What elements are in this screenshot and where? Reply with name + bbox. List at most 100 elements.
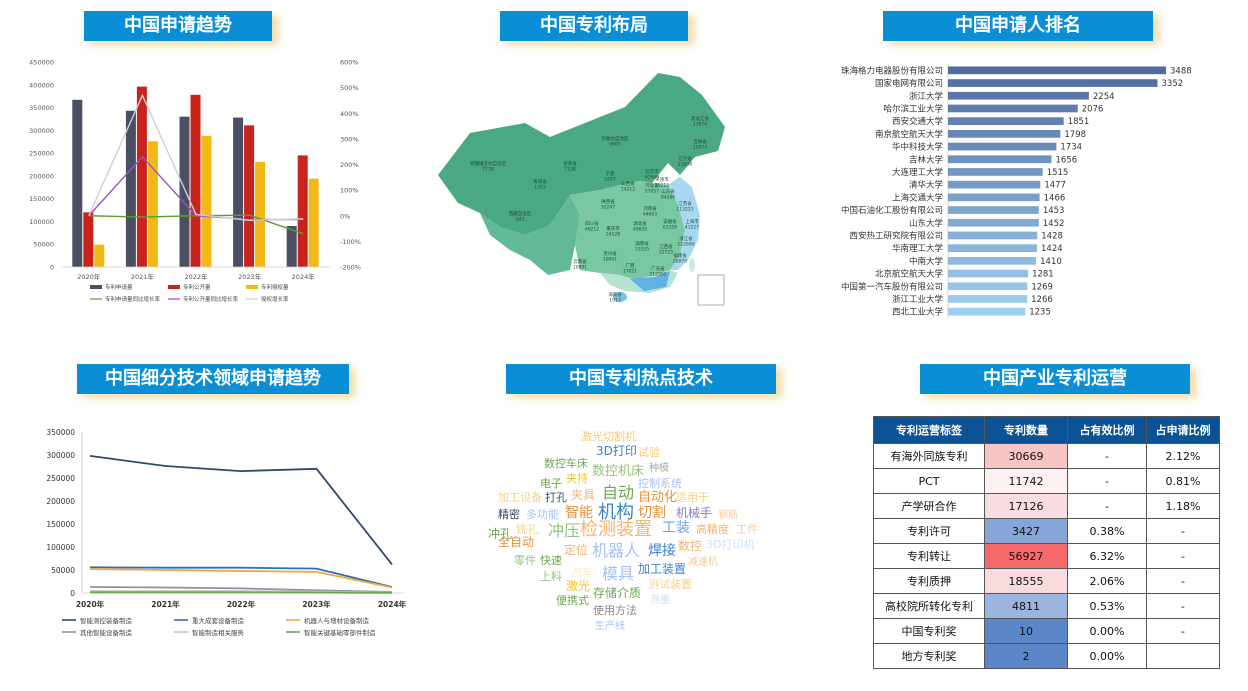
y-tick-label: 350000: [46, 428, 75, 437]
wordcloud-term: 高精度: [696, 523, 729, 536]
map-region-name: 四川省: [585, 220, 599, 227]
wordcloud-term: 夹持: [566, 472, 588, 485]
legend-swatch: [90, 285, 102, 289]
map-east-coast-region: [668, 177, 700, 270]
y2-tick-label: 100%: [340, 187, 359, 195]
bar: [255, 161, 266, 267]
rank-bar: [948, 282, 1028, 291]
x-tick-label: 2022年: [184, 272, 208, 281]
rank-value-label: 1269: [1031, 282, 1053, 292]
wordcloud-term: 精密: [498, 508, 520, 521]
wordcloud-term: 激光: [566, 579, 591, 593]
ops-table-row: 有海外同族专利 30669-2.12%: [873, 443, 1220, 469]
ops-cell-valid-ratio: 0.00%: [1067, 618, 1147, 644]
map-region-name: 天津市: [655, 176, 669, 183]
y-tick-label: 50000: [51, 566, 75, 575]
rank-category-label: 西北工业大学: [892, 307, 944, 318]
bar: [297, 155, 308, 267]
ops-cell-apply-ratio: -: [1146, 543, 1220, 569]
ops-cell-count: 17126: [984, 493, 1068, 519]
map-region-name: 广东省: [651, 265, 665, 272]
ops-header-label: 专利运营标签: [873, 416, 985, 444]
map-region-value: 23808: [678, 162, 692, 168]
y-tick-label: 150000: [29, 195, 54, 203]
ops-cell-label: 产学研合作: [873, 493, 985, 519]
wordcloud-term: 冲压: [548, 521, 581, 540]
wordcloud-term: 控制系统: [638, 477, 682, 490]
ops-cell-apply-ratio: -: [1146, 518, 1220, 544]
ops-cell-label: 专利转让: [873, 543, 985, 569]
y-tick-label: 350000: [29, 104, 54, 112]
map-region-value: 10891: [603, 257, 617, 263]
ops-cell-label: 中国专利奖: [873, 618, 985, 644]
legend-label: 专利申请量: [105, 283, 133, 291]
ops-header-apply-ratio: 占申请比例: [1146, 416, 1220, 444]
y2-tick-label: 300%: [340, 135, 359, 143]
bar: [201, 135, 212, 267]
legend-label: 专利授权量: [261, 283, 289, 291]
ops-cell-count: 11742: [984, 468, 1068, 494]
map-region-value: 49635: [633, 227, 647, 233]
map-region-name: 西藏自治区: [509, 210, 532, 217]
wordcloud-term: 上料: [540, 570, 562, 583]
map-taiwan: [689, 258, 695, 272]
legend-label: 重大成套设备制造: [192, 616, 245, 625]
legend-label: 其他智能设备制造: [80, 628, 133, 637]
map-region-value: 7138: [482, 167, 494, 173]
y-tick-label: 400000: [29, 81, 54, 89]
map-region-value: 61356: [663, 225, 677, 231]
legend-label: 智能制造相关服务: [192, 628, 245, 637]
rank-category-label: 西安热工研究院有限公司: [849, 230, 943, 241]
rank-category-label: 大连理工大学: [892, 167, 944, 178]
sub-panel-title: 中国细分技术领域申请趋势: [77, 364, 349, 394]
ops-table-row: 专利质押 18555 2.06% -: [873, 568, 1220, 594]
y-tick-label: 150000: [46, 520, 75, 529]
wordcloud-term: 铣孔: [516, 523, 538, 536]
wordcloud-term: 激光切割机: [581, 430, 636, 443]
ops-cell-valid-ratio: -: [1067, 468, 1147, 494]
y2-tick-label: 400%: [340, 110, 359, 118]
rank-value-label: 1656: [1056, 155, 1078, 165]
wordcloud-term: 快速: [540, 554, 562, 567]
wordcloud-term: 数控: [678, 539, 703, 553]
bar: [190, 94, 201, 267]
rank-bar: [948, 193, 1040, 202]
wordcloud-term: 机构: [598, 502, 634, 523]
map-region-name: 贵州省: [603, 250, 617, 257]
rank-bar: [948, 168, 1043, 176]
map-region-name: 江苏省: [678, 200, 692, 207]
wordcloud-term: 使用方法: [593, 604, 637, 617]
ops-header-count: 专利数量: [984, 416, 1068, 444]
map-region-name: 北京市: [645, 168, 659, 175]
map-north-region: [438, 73, 725, 235]
series-line: [89, 568, 393, 589]
map-region-value: 9667: [609, 142, 621, 148]
rank-value-label: 1515: [1047, 168, 1069, 178]
rank-value-label: 1410: [1040, 257, 1062, 267]
rank-value-label: 1453: [1043, 206, 1065, 216]
rank-value-label: 1235: [1029, 308, 1051, 318]
rank-value-label: 1798: [1064, 130, 1086, 140]
rank-value-label: 1477: [1044, 181, 1066, 191]
trend-chart: 0 50000 100000 150000 200000 250000 300000 3500…: [29, 59, 361, 304]
y2-tick-label: -200%: [340, 264, 361, 272]
legend-label: 专利公开量同比增长率: [183, 295, 239, 303]
rank-value-label: 1466: [1044, 193, 1066, 203]
trend-panel-title: 中国申请趋势: [84, 11, 272, 41]
ops-cell-valid-ratio: 0.53%: [1067, 593, 1147, 619]
rank-bar: [948, 155, 1052, 164]
ops-table-row: 专利许可 3427 0.38% -: [873, 518, 1220, 544]
map-region-name: 甘肃省: [563, 160, 577, 167]
rank-category-label: 国家电网有限公司: [875, 78, 943, 89]
map-region-name: 辽宁省: [678, 155, 692, 162]
wordcloud-term: 焊接: [648, 543, 676, 559]
wordcloud-term: 切割: [638, 505, 666, 521]
ops-header-valid-ratio: 占有效比例: [1067, 416, 1147, 444]
map-region-value: 27057: [645, 189, 659, 195]
map-region-value: 543: [516, 217, 525, 223]
ops-panel-title: 中国产业专利运营: [920, 364, 1190, 394]
rank-bar: [948, 79, 1158, 87]
rank-value-label: 2254: [1093, 92, 1115, 102]
series-line: [89, 566, 393, 588]
map-region-name: 山西省: [621, 180, 635, 187]
